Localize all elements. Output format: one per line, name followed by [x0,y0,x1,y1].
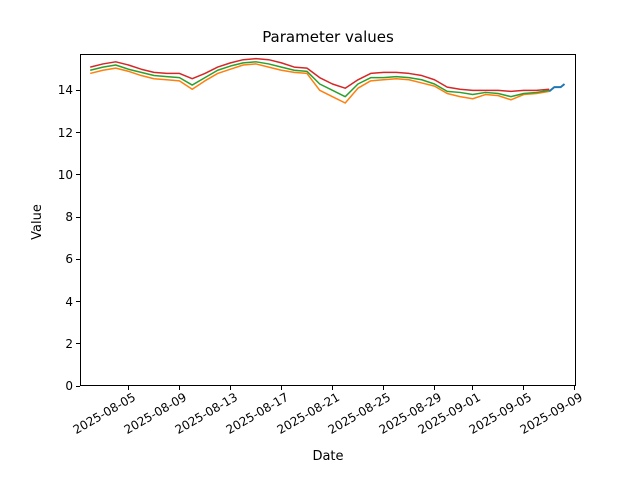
x-tick [472,386,474,390]
x-axis-label: Date [312,449,344,464]
chart-title: Parameter values [262,28,394,46]
y-tick [76,343,80,345]
y-tick-label: 4 [65,294,73,309]
y-tick-label: 14 [57,83,73,98]
red-line [90,57,550,93]
y-tick [76,258,80,260]
y-tick-label: 12 [57,125,73,140]
y-tick [76,174,80,176]
y-tick [76,216,80,218]
orange-line [90,63,550,104]
chart-canvas [90,57,566,104]
y-tick [76,132,80,134]
y-tick-label: 8 [65,210,73,225]
plot-area [80,54,576,386]
x-tick [178,386,180,390]
green-line [90,61,550,98]
y-tick-label: 0 [65,379,73,393]
y-tick [76,301,80,303]
x-tick [523,386,525,390]
x-tick [574,386,576,390]
y-tick-label: 2 [65,336,73,351]
y-tick-label: 6 [65,252,73,267]
x-tick [229,386,231,390]
x-tick [433,386,435,390]
x-tick [331,386,333,390]
y-tick [76,89,80,91]
blue-line [548,83,566,93]
x-tick [382,386,384,390]
x-tick [127,386,129,390]
y-tick [76,385,80,387]
y-tick-label: 10 [57,167,73,182]
x-tick [280,386,282,390]
